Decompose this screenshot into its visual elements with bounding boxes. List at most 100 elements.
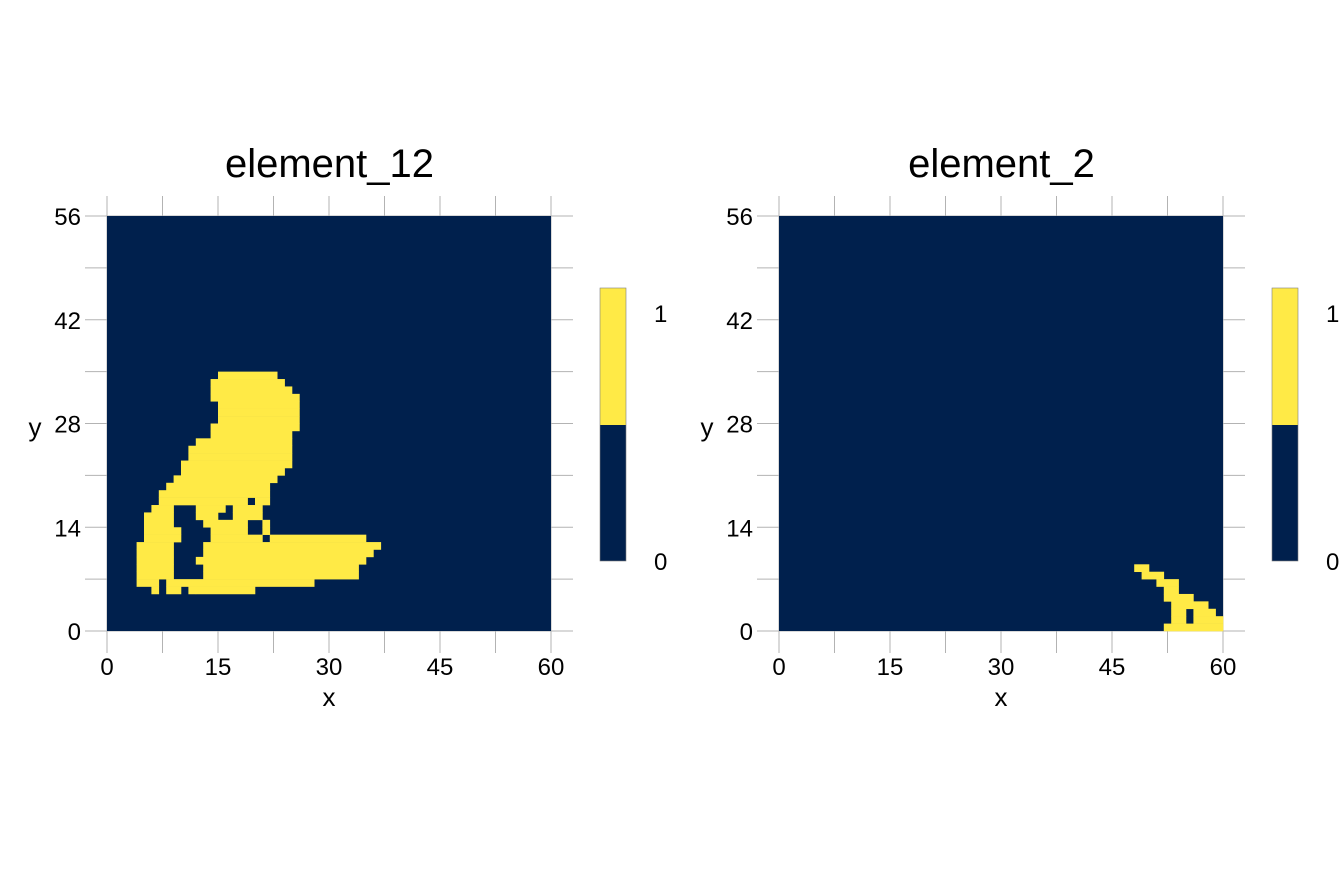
heatmap-cell-run [1163,593,1194,602]
heatmap-cell-run [232,512,263,521]
heatmap-cell-run [136,564,174,573]
heatmap-cell-run [218,416,300,424]
y-tick-label: 56 [54,204,81,231]
heatmap-cell-run [144,527,182,535]
heatmap-cell-run [255,497,271,506]
heatmap-cell-run [195,505,226,513]
heatmap-cell-run [1163,586,1179,595]
panel-title: element_12 [225,142,434,186]
y-tick-label: 28 [726,412,753,439]
heatmap-cell-run [210,527,248,535]
heatmap-cell-run [218,371,278,380]
heatmap-cell-run [136,549,174,558]
x-tick-label: 60 [538,654,565,681]
heatmap-cell-run [232,505,263,513]
heatmap-cell-run [1163,623,1224,632]
x-tick-label: 15 [205,654,232,681]
heatmap-cell-run [210,386,293,395]
heatmap-cell-run [136,579,160,587]
heatmap-cells [1134,564,1224,632]
heatmap-cell-run [158,490,271,498]
heatmap-cell-run [188,586,197,595]
x-tick-label: 15 [877,654,904,681]
heatmap-cell-run [203,571,359,580]
x-tick-label: 45 [1099,654,1126,681]
y-tick-label: 0 [68,619,81,646]
heatmap-cell-run [1171,608,1187,617]
legend-label-1: 1 [654,301,667,328]
heatmap-cell-run [158,497,248,506]
heatmap-background [779,216,1223,631]
heatmap-cell-run [136,556,174,565]
x-tick-label: 0 [100,654,113,681]
axis-ticks: 0 15 30 45 60 0 14 28 42 56 [726,204,1236,681]
heatmap-cell-run [218,401,300,409]
heatmap-cell-run [203,549,374,558]
heatmap-cell-run [151,505,174,513]
x-tick-label: 45 [427,654,454,681]
legend-label-1: 1 [1326,301,1339,328]
heatmap-cell-run [181,467,285,476]
panel-title: element_2 [908,142,1095,186]
heatmap-cell-run [166,482,271,491]
heatmap-cell-run [188,453,293,461]
x-axis-label: x [323,682,336,712]
axis-ticks: 0 15 30 45 60 0 14 28 42 56 [54,204,564,681]
heatmap-cell-run [1193,608,1216,617]
color-legend: 10 [599,287,667,576]
heatmap-cell-run [218,408,300,417]
color-legend: 10 [1271,287,1339,576]
heatmap-cell-run [195,556,367,565]
heatmap-cell-run [262,519,271,528]
legend-label-0: 0 [1326,549,1339,576]
x-tick-label: 60 [1210,654,1237,681]
heatmap-cell-run [151,586,160,595]
legend-swatch-1 [1272,288,1298,425]
y-tick-label: 42 [726,308,753,335]
heatmap-cell-run [210,423,300,432]
heatmap-cell-run [195,586,256,595]
y-axis-label: y [701,412,714,442]
heatmap-cell-run [188,445,293,454]
y-tick-label: 14 [726,515,753,542]
heatmap-cell-run [144,519,174,528]
heatmap-cell-run [1141,571,1165,580]
heatmap-cell-run [203,564,359,573]
heatmap-cell-run [1156,579,1179,587]
heatmap-cell-run [136,571,174,580]
heatmap-cell-run [1171,601,1209,610]
legend-swatch-1 [600,288,626,425]
heatmap-cell-run [203,542,382,550]
x-tick-label: 30 [988,654,1015,681]
y-tick-label: 14 [54,515,81,542]
heatmap-cell-run [195,512,219,521]
heatmap-cell-run [210,379,285,387]
heatmap-cell-run [173,475,278,484]
heatmap-cell-run [262,527,271,535]
heatmap-cell-run [136,542,174,550]
x-tick-label: 30 [316,654,343,681]
heatmap-cell-run [1134,564,1150,573]
heatmap-cell-run [1193,616,1224,624]
heatmap-cell-run [269,534,367,543]
heatmap-cell-run [181,460,293,469]
x-axis-label: x [995,682,1008,712]
heatmap-cell-run [144,512,174,521]
y-axis-label: y [29,412,42,442]
heatmap-cell-run [1171,616,1187,624]
heatmap-cell-run [195,438,293,447]
legend-label-0: 0 [654,549,667,576]
heatmap-cell-run [210,534,263,543]
heatmap-cell-run [203,519,248,528]
legend-swatch-0 [1272,425,1298,561]
heatmap-cell-run [144,534,182,543]
legend-frame [1271,287,1299,562]
heatmap-cell-run [166,579,315,587]
y-tick-label: 42 [54,308,81,335]
legend-frame [599,287,627,562]
heatmap-cell-run [210,393,300,402]
